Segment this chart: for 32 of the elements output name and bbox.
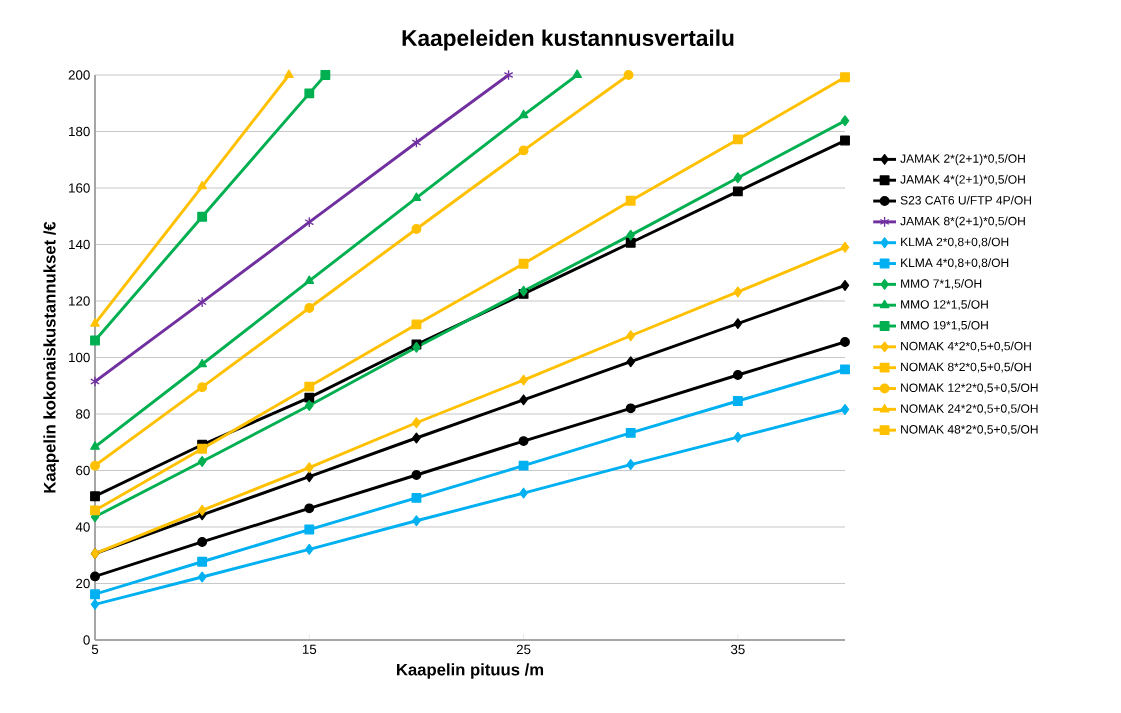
y-tick-label: 20 xyxy=(76,578,90,589)
y-axis-title: Kaapelin kokonaiskustannukset /€ xyxy=(43,221,59,493)
x-tick-label: 35 xyxy=(730,644,745,655)
y-tick-label: 180 xyxy=(69,126,90,137)
legend-label: NOMAK 4*2*0,5+0,5/OH xyxy=(901,341,1031,352)
legend-label: S23 CAT6 U/FTP 4P/OH xyxy=(900,195,1031,205)
y-tick-label: 120 xyxy=(69,296,90,306)
x-axis-title: Kaapelin pituus /m xyxy=(397,663,544,679)
legend-label: MMO 7*1,5/OH xyxy=(901,279,982,290)
legend-label: KLMA 4*0,8+0,8/OH xyxy=(901,258,1009,269)
legend-label: NOMAK 48*2*0,5+0,5/OH xyxy=(901,424,1038,436)
y-tick-label: 60 xyxy=(76,465,90,476)
legend-label: JAMAK 8*(2+1)*0,5/OH xyxy=(900,216,1025,228)
y-tick-label: 200 xyxy=(68,70,90,80)
legend-label: NOMAK 24*2*0,5+0,5/OH xyxy=(901,403,1038,415)
y-tick-label: 100 xyxy=(69,352,90,363)
legend-label: NOMAK 8*2*0,5+0,5/OH xyxy=(901,362,1031,373)
legend-label: MMO 19*1,5/OH xyxy=(901,320,988,331)
y-tick-label: 0 xyxy=(83,635,90,645)
x-tick-label: 15 xyxy=(302,644,317,654)
legend-label: KLMA 2*0,8+0,8/OH xyxy=(901,237,1009,248)
y-tick-label: 160 xyxy=(69,183,90,193)
y-tick-label: 140 xyxy=(69,239,90,250)
legend-label: MMO 12*1,5/OH xyxy=(901,299,988,311)
y-tick-label: 80 xyxy=(76,409,90,419)
legend-label: NOMAK 12*2*0,5+0,5/OH xyxy=(901,383,1038,394)
legend-label: JAMAK 4*(2+1)*0,5/OH xyxy=(900,174,1025,187)
x-tick-label: 5 xyxy=(91,644,99,654)
chart-title: Kaapeleiden kustannusvertailu xyxy=(402,29,734,51)
y-tick-label: 40 xyxy=(75,522,90,532)
legend-label: JAMAK 2*(2+1)*0,5/OH xyxy=(900,154,1025,166)
x-tick-label: 25 xyxy=(516,644,531,655)
